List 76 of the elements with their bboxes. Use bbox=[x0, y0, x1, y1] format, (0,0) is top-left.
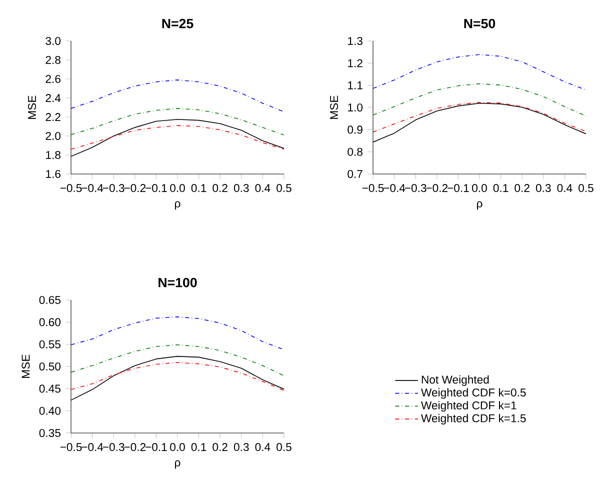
line-series bbox=[373, 102, 586, 132]
x-tick-label: 0.2 bbox=[212, 443, 228, 452]
x-tick-label: −0.3 bbox=[102, 184, 124, 192]
x-tick-label: 0.1 bbox=[191, 443, 206, 452]
x-tick-label: 0.0 bbox=[170, 443, 185, 452]
legend-label: Not Weighted bbox=[422, 375, 489, 386]
line-series bbox=[71, 344, 284, 376]
x-tick-label: −0.4 bbox=[82, 184, 104, 192]
x-tick-label: 0.2 bbox=[212, 184, 228, 192]
y-tick-label: 2.0 bbox=[46, 132, 61, 140]
y-tick-label: 1.0 bbox=[348, 103, 363, 112]
x-axis-title: ρ bbox=[477, 201, 482, 210]
y-tick-label: 0.40 bbox=[39, 406, 61, 415]
y-tick-label: 0.35 bbox=[39, 428, 60, 437]
x-tick-label: 0.0 bbox=[170, 184, 185, 192]
x-tick-label: 0.5 bbox=[578, 184, 594, 192]
x-tick-label: 0.3 bbox=[234, 443, 249, 452]
y-axis-title: MSE bbox=[22, 354, 30, 378]
legend-label: Weighted CDF k=0.5 bbox=[421, 388, 526, 399]
legend-label: Weighted CDF k=1.5 bbox=[421, 414, 526, 425]
y-tick-label: 0.8 bbox=[348, 148, 362, 156]
y-tick-label: 1.3 bbox=[348, 36, 362, 45]
x-tick-label: −0.3 bbox=[404, 184, 426, 192]
chart-title: N=100 bbox=[158, 278, 197, 288]
x-tick-label: −0.1 bbox=[448, 184, 469, 192]
y-tick-label: 0.9 bbox=[348, 126, 362, 134]
chart-title: N=25 bbox=[162, 18, 194, 28]
x-tick-label: −0.5 bbox=[60, 184, 82, 192]
x-tick-label: −0.4 bbox=[384, 184, 406, 192]
x-tick-label: 0.3 bbox=[234, 184, 249, 192]
x-tick-label: 0.5 bbox=[276, 443, 292, 452]
x-tick-label: 0.4 bbox=[255, 184, 270, 192]
line-series bbox=[71, 316, 284, 350]
x-tick-label: 0.2 bbox=[514, 184, 530, 192]
y-tick-label: 1.1 bbox=[348, 81, 362, 90]
y-axis-title: MSE bbox=[28, 96, 36, 119]
x-tick-label: 0.1 bbox=[191, 184, 206, 192]
y-tick-label: 1.2 bbox=[348, 59, 362, 68]
y-tick-label: 1.8 bbox=[46, 150, 60, 159]
x-tick-label: −0.5 bbox=[362, 184, 384, 192]
y-tick-label: 1.6 bbox=[46, 170, 60, 178]
y-axis-title: MSE bbox=[330, 96, 338, 119]
x-tick-label: −0.3 bbox=[102, 443, 124, 452]
y-tick-label: 2.8 bbox=[46, 56, 60, 64]
y-tick-label: 0.55 bbox=[39, 340, 60, 348]
x-axis-title: ρ bbox=[175, 201, 180, 210]
line-series bbox=[71, 125, 284, 150]
x-tick-label: 0.4 bbox=[255, 443, 270, 452]
line-series bbox=[71, 108, 284, 136]
y-tick-label: 2.6 bbox=[46, 74, 60, 83]
y-tick-label: 2.4 bbox=[46, 94, 61, 102]
y-tick-label: 0.45 bbox=[39, 384, 60, 393]
x-tick-label: −0.2 bbox=[426, 184, 448, 192]
x-tick-label: −0.1 bbox=[146, 184, 167, 192]
line-series bbox=[71, 362, 284, 391]
x-tick-label: 0.4 bbox=[557, 184, 572, 192]
x-tick-label: −0.4 bbox=[82, 443, 104, 452]
line-series bbox=[71, 80, 284, 112]
x-tick-label: 0.1 bbox=[493, 184, 508, 192]
x-tick-label: −0.2 bbox=[124, 443, 146, 452]
x-tick-label: −0.2 bbox=[124, 184, 146, 192]
y-tick-label: 0.50 bbox=[39, 362, 61, 370]
x-tick-label: 0.5 bbox=[276, 184, 292, 192]
y-tick-label: 0.7 bbox=[348, 170, 362, 178]
y-tick-label: 2.2 bbox=[46, 113, 60, 121]
legend-label: Weighted CDF k=1 bbox=[421, 401, 516, 412]
x-tick-label: 0.3 bbox=[536, 184, 551, 192]
chart-title: N=50 bbox=[464, 18, 496, 28]
x-axis-title: ρ bbox=[175, 460, 180, 469]
x-tick-label: 0.0 bbox=[472, 184, 487, 192]
line-series bbox=[373, 83, 586, 116]
y-tick-label: 0.65 bbox=[39, 296, 60, 304]
x-tick-label: −0.5 bbox=[60, 443, 82, 452]
y-tick-label: 3.0 bbox=[46, 36, 61, 45]
x-tick-label: −0.1 bbox=[146, 443, 167, 452]
y-tick-label: 0.60 bbox=[39, 318, 61, 326]
